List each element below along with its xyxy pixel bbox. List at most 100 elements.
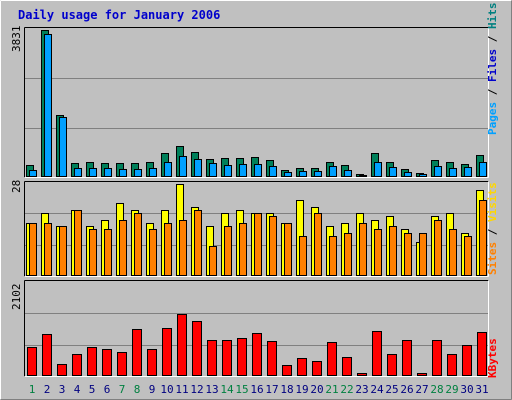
kbytes-panel-bar-kbytes-day-13 [207,340,217,376]
visits-sites-panel-bar-sites-day-24 [374,229,382,276]
hits-files-panel-bar-files-day-9 [149,168,157,177]
visits-sites-panel-bar-sites-day-12 [194,210,202,276]
kbytes-panel-bar-kbytes-day-28 [432,340,442,376]
visits-sites-panel-bar-sites-day-13 [209,246,217,276]
visits-sites-panel-bar-sites-day-23 [359,223,367,276]
hits-files-panel-bar-files-day-12 [194,159,202,177]
visits-sites-panel-bar-sites-day-20 [314,213,322,276]
hits-files-panel-bar-files-day-8 [134,169,142,177]
legend-top: Pages / Files / Hits [486,3,499,136]
visits-sites-panel-bar-sites-day-2 [44,223,52,276]
visits-sites-panel-bar-sites-day-5 [89,229,97,276]
visits-sites-panel-bar-sites-day-25 [389,226,397,276]
legend-sep-2: / [486,29,499,49]
kbytes-panel-bar-kbytes-day-11 [177,314,187,376]
hits-files-panel-bar-files-day-4 [74,168,82,177]
visits-ymax-label: 28 [10,180,23,193]
x-tick-label-25: 25 [385,383,398,396]
visits-sites-panel-bar-sites-day-27 [419,233,427,276]
kbytes-panel-bar-kbytes-day-5 [87,347,97,376]
visits-sites-panel-bar-sites-day-7 [119,220,127,276]
kbytes-panel-bar-kbytes-day-6 [102,349,112,376]
x-tick-label-22: 22 [340,383,353,396]
kbytes-panel-bar-kbytes-day-22 [342,357,352,376]
legend-sites: Sites [486,242,499,275]
kbytes-panel-bar-kbytes-day-20 [312,361,322,376]
x-tick-label-4: 4 [74,383,81,396]
kbytes-panel-bar-kbytes-day-29 [447,354,457,376]
hits-files-panel-bar-files-day-17 [269,166,277,177]
x-tick-label-7: 7 [119,383,126,396]
legend-hits: Hits [486,3,499,30]
x-tick-label-9: 9 [149,383,156,396]
x-tick-label-1: 1 [29,383,36,396]
hits-files-panel-bar-files-day-3 [59,117,67,177]
hits-files-panel-bar-files-day-21 [329,166,337,177]
kbytes-panel-bar-kbytes-day-26 [402,340,412,376]
kbytes-panel-bar-kbytes-day-4 [72,354,82,376]
chart-title: Daily usage for January 2006 [18,8,220,22]
x-tick-label-24: 24 [370,383,384,396]
visits-sites-panel-bar-sites-day-6 [104,229,112,276]
visits-sites-panel-bar-sites-day-30 [464,236,472,276]
legend-middle: Sites / Visits [486,182,499,275]
visits-sites-panel-bar-sites-day-29 [449,229,457,276]
kbytes-panel-bar-kbytes-day-31 [477,332,487,376]
visits-sites-panel-bar-sites-day-10 [164,223,172,276]
x-tick-label-26: 26 [400,383,413,396]
hits-files-panel-bar-files-day-25 [389,167,397,177]
visits-sites-panel-bar-sites-day-16 [254,213,262,276]
visits-sites-panel-bar-sites-day-28 [434,220,442,276]
x-tick-label-17: 17 [265,383,278,396]
hits-files-panel-bar-files-day-30 [464,167,472,177]
hits-files-panel-bar-files-day-26 [404,172,412,177]
visits-sites-panel-bar-sites-day-9 [149,229,157,276]
x-tick-label-14: 14 [220,383,234,396]
kbytes-panel-bar-kbytes-day-21 [327,342,337,376]
kbytes-panel-bar-kbytes-day-19 [297,358,307,376]
hits-files-panel-bar-files-day-22 [344,170,352,177]
visits-sites-panel-bar-sites-day-26 [404,233,412,276]
hits-files-panel-bar-files-day-11 [179,156,187,177]
visits-sites-panel-bar-sites-day-15 [239,223,247,276]
kbytes-panel-bar-kbytes-day-14 [222,340,232,376]
legend-sep-3: / [486,222,499,242]
visits-sites-panel-bar-sites-day-8 [134,213,142,276]
visits-sites-panel-bar-sites-day-1 [29,223,37,276]
x-tick-label-16: 16 [250,383,263,396]
hits-ymax-label: 3831 [10,26,23,53]
kbytes-panel-bar-kbytes-day-17 [267,341,277,376]
kbytes-panel-bar-kbytes-day-16 [252,333,262,376]
visits-sites-panel-bar-sites-day-22 [344,233,352,276]
x-tick-label-10: 10 [160,383,173,396]
kbytes-panel-bar-kbytes-day-8 [132,329,142,376]
x-tick-label-31: 31 [475,383,488,396]
x-tick-label-12: 12 [190,383,203,396]
visits-sites-panel-bar-sites-day-17 [269,216,277,276]
visits-sites-panel-bar-sites-day-21 [329,236,337,276]
legend-pages: Pages [486,102,499,135]
kbytes-panel-bar-kbytes-day-25 [387,354,397,376]
kbytes-panel-bar-kbytes-day-27 [417,373,427,376]
hits-files-panel-bar-files-day-24 [374,162,382,177]
visits-sites-panel-bar-sites-day-19 [299,236,307,276]
x-tick-label-21: 21 [325,383,338,396]
x-tick-label-29: 29 [445,383,458,396]
hits-files-panel-bar-files-day-23 [359,175,367,177]
kbytes-panel-bar-kbytes-day-9 [147,349,157,376]
kbytes-panel-bar-kbytes-day-2 [42,334,52,376]
kbytes-panel-bar-kbytes-day-7 [117,352,127,376]
hits-files-panel-bar-files-day-7 [119,169,127,177]
hits-files-panel-bar-files-day-18 [284,172,292,177]
x-tick-label-20: 20 [310,383,323,396]
x-tick-label-8: 8 [134,383,141,396]
kbytes-panel-bar-kbytes-day-1 [27,347,37,376]
hits-files-panel-bar-files-day-28 [434,166,442,177]
visits-sites-panel-bar-sites-day-31 [479,200,487,276]
kbytes-ymax-label: 2102 [10,284,23,311]
x-tick-label-28: 28 [430,383,443,396]
x-tick-label-27: 27 [415,383,428,396]
x-tick-label-5: 5 [89,383,96,396]
hits-files-panel-bar-files-day-19 [299,171,307,177]
